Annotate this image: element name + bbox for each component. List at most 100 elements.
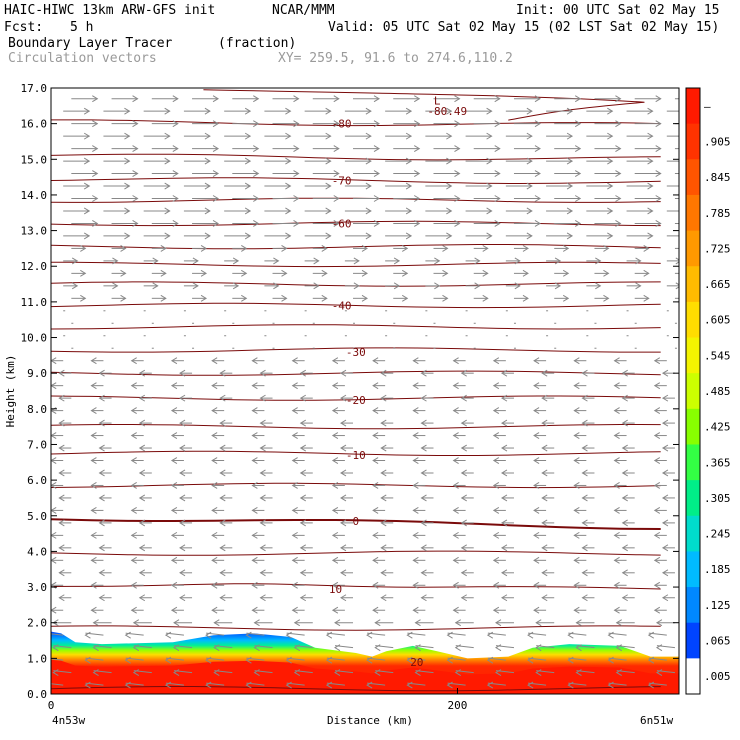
- vector-arrowhead: [495, 619, 502, 627]
- vector-arrowhead: [92, 220, 99, 227]
- vector-arrowhead: [412, 581, 419, 589]
- model-title: HAIC-HIWC 13km ARW-GFS init: [4, 3, 216, 18]
- vector-arrowhead: [613, 556, 620, 564]
- vector-arrowhead: [655, 669, 663, 677]
- vector-arrowhead: [446, 207, 453, 215]
- vector-arrowhead: [92, 170, 99, 177]
- vector-arrowhead: [501, 419, 508, 427]
- vector-arrowhead: [573, 407, 580, 415]
- vector-arrowhead: [232, 257, 240, 265]
- vector-arrowhead: [285, 182, 292, 190]
- vector-arrowhead: [486, 656, 494, 664]
- vector-arrowhead: [291, 432, 298, 439]
- vector-arrowhead: [291, 581, 298, 589]
- y-tick-label: 9.0: [27, 367, 47, 380]
- vector-arrowhead: [71, 282, 79, 290]
- vector-arrowhead: [607, 681, 614, 689]
- vector-arrowhead: [212, 170, 220, 177]
- y-axis-title: Height (km): [4, 355, 17, 428]
- vector-arrowhead: [58, 369, 65, 377]
- vector-arrowhead: [372, 382, 379, 390]
- contour-label: -40: [332, 299, 352, 312]
- vector-arrowhead: [281, 294, 288, 302]
- vector-arrowhead: [621, 469, 628, 477]
- y-tick-label: 6.0: [27, 474, 47, 487]
- vector-arrowhead: [655, 170, 662, 177]
- vector-arrowhead: [251, 432, 258, 439]
- vector-arrowhead: [486, 631, 494, 639]
- vector-arrowhead: [613, 457, 620, 464]
- vector-arrowhead: [325, 157, 332, 165]
- vector-arrowhead: [613, 357, 620, 365]
- vector-arrowhead: [581, 469, 588, 477]
- vector-arrowhead: [285, 631, 292, 639]
- vector-arrowhead: [541, 469, 548, 477]
- vector-arrowhead: [661, 469, 669, 477]
- vector-arrowhead: [98, 594, 105, 602]
- vector-arrowhead: [251, 482, 258, 489]
- vector-arrowhead: [574, 145, 582, 153]
- vector-arrowhead: [212, 195, 220, 202]
- vector-arrowhead: [615, 619, 622, 627]
- vector-arrowhead: [647, 681, 655, 689]
- vector-arrowhead: [412, 357, 419, 365]
- vector-arrowhead: [374, 669, 381, 677]
- vector-arrowhead: [454, 195, 461, 202]
- vector-arrowhead: [83, 107, 91, 115]
- vector-arrowhead: [653, 581, 661, 589]
- colorbar-label: .665: [704, 278, 731, 291]
- vector-arrowhead: [413, 120, 421, 128]
- vector-arrowhead: [460, 544, 467, 552]
- vector-arrowhead: [83, 132, 91, 140]
- contour-line: [51, 686, 661, 692]
- contour-line: [51, 244, 661, 250]
- vector-arrowhead: [164, 656, 172, 664]
- x-right-label: 6n51w: [640, 714, 673, 727]
- vector-arrowhead: [138, 469, 146, 477]
- contour-line: [51, 395, 661, 401]
- vector-arrowhead: [211, 407, 218, 415]
- vector-arrowhead: [533, 357, 540, 365]
- vector-arrowhead: [52, 669, 59, 677]
- vector-arrowhead: [420, 569, 427, 577]
- vector-arrowhead: [574, 195, 582, 202]
- vector-arrowhead: [492, 531, 500, 539]
- temperature-contours: [51, 89, 661, 692]
- contour-label: -20: [346, 394, 366, 407]
- vector-arrowhead: [492, 556, 500, 564]
- vector-arrowhead: [80, 269, 87, 277]
- vector-arrowhead: [164, 107, 171, 115]
- vector-arrowhead: [581, 594, 588, 602]
- vector-arrowhead: [205, 681, 212, 689]
- vector-arrowhead: [253, 145, 260, 153]
- y-tick-label: 8.0: [27, 403, 47, 416]
- vector-arrowhead: [420, 594, 427, 602]
- vector-arrowhead: [92, 669, 99, 677]
- vector-arrowhead: [460, 594, 467, 602]
- vector-arrowhead: [138, 544, 146, 552]
- vector-arrowhead: [621, 369, 628, 377]
- vector-arrowhead: [661, 394, 669, 402]
- vectors-label: Circulation vectors: [8, 51, 157, 66]
- vector-arrowhead: [331, 482, 339, 489]
- vector-arrowhead: [615, 145, 622, 153]
- vector-arrowhead: [595, 257, 602, 265]
- vector-arrowhead: [130, 457, 137, 464]
- vector-arrowhead: [486, 157, 493, 165]
- contour-line: [51, 583, 661, 590]
- vector-arrowhead: [647, 232, 654, 240]
- vector-arrowhead: [534, 145, 541, 153]
- colorbar-swatch: [686, 88, 700, 125]
- contour-label: 20: [410, 656, 423, 669]
- vector-arrowhead: [52, 644, 59, 652]
- vector-arrowhead: [293, 120, 300, 128]
- vector-arrowhead: [413, 145, 421, 153]
- vector-arrowhead: [211, 506, 218, 514]
- vector-arrowhead: [573, 457, 580, 464]
- vector-arrowhead: [581, 519, 588, 527]
- vector-arrowhead: [452, 407, 459, 415]
- vector-arrowhead: [675, 282, 679, 290]
- vector-arrowhead: [253, 170, 260, 177]
- contour-line-low: [203, 89, 645, 121]
- vector-arrowhead: [192, 257, 199, 265]
